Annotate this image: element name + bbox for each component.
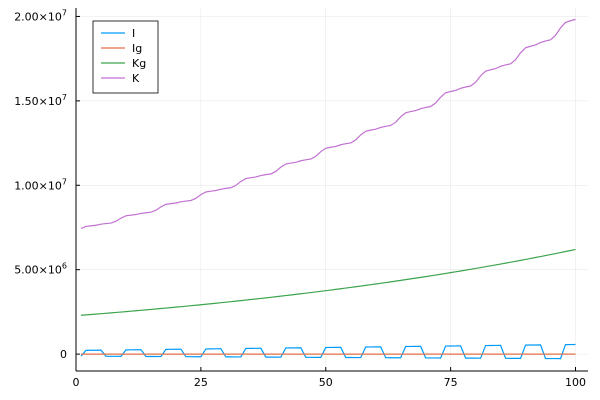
y-tick-label: 2.00×107 bbox=[14, 8, 67, 23]
axes bbox=[75, 8, 588, 372]
legend-label: Kg bbox=[132, 57, 146, 70]
series-line-i bbox=[80, 343, 576, 360]
series-line-k bbox=[80, 18, 576, 230]
legend-label: I bbox=[132, 27, 135, 40]
y-tick-label: 1.50×107 bbox=[14, 93, 67, 108]
series-lines bbox=[80, 18, 576, 360]
series-line-kg bbox=[80, 248, 576, 316]
legend-label: Ig bbox=[132, 42, 142, 55]
x-tick-label: 75 bbox=[444, 376, 458, 389]
legend-label: K bbox=[132, 72, 140, 85]
x-tick-label: 100 bbox=[565, 376, 586, 389]
y-tick-label: 1.00×107 bbox=[14, 177, 67, 192]
legend: I Ig Kg K bbox=[92, 20, 159, 94]
y-tick-label: 5.00×106 bbox=[14, 262, 67, 277]
x-tick-label: 50 bbox=[319, 376, 333, 389]
tick-labels: 0 25 50 75 100 0 5.00×106 1.00×107 1.50×107 2.00×… bbox=[14, 8, 586, 389]
legend-box bbox=[92, 20, 159, 94]
x-tick-label: 25 bbox=[194, 376, 208, 389]
y-tick-label: 0 bbox=[60, 348, 67, 361]
x-tick-label: 0 bbox=[73, 376, 80, 389]
